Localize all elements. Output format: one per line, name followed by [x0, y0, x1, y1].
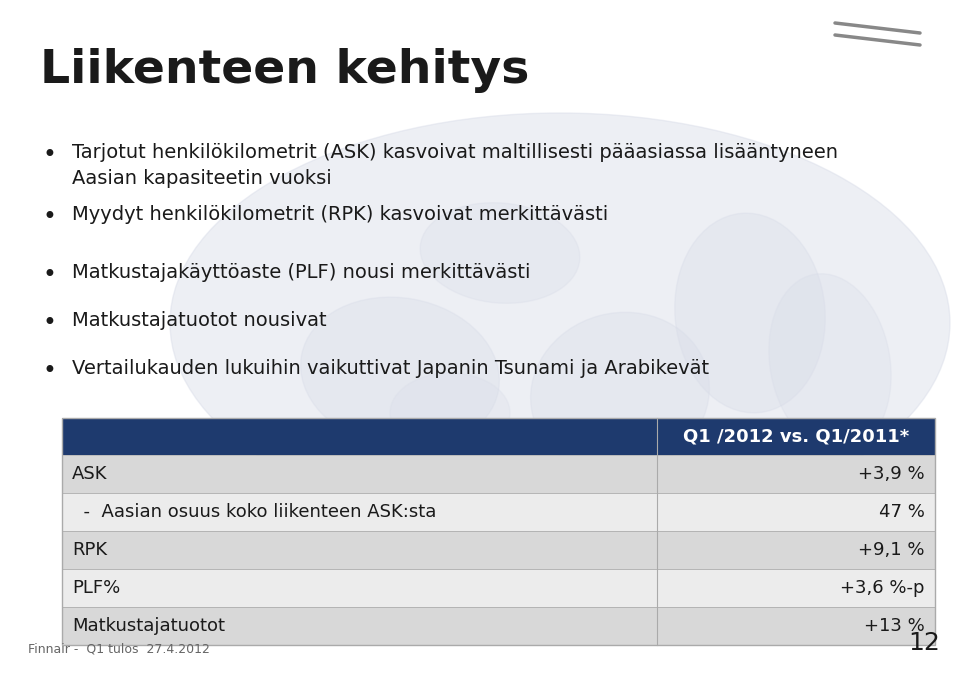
- Text: RPK: RPK: [72, 541, 108, 559]
- Ellipse shape: [300, 297, 499, 449]
- Text: Vertailukauden lukuihin vaikuttivat Japanin Tsunami ja Arabikevät: Vertailukauden lukuihin vaikuttivat Japa…: [72, 359, 709, 378]
- Bar: [657, 455, 935, 493]
- Bar: [62, 455, 657, 493]
- Text: •: •: [42, 311, 56, 335]
- Ellipse shape: [170, 113, 950, 533]
- Ellipse shape: [531, 312, 709, 474]
- Bar: [657, 569, 935, 607]
- Ellipse shape: [769, 274, 891, 452]
- Bar: [657, 531, 935, 569]
- Text: PLF%: PLF%: [72, 579, 120, 597]
- Text: •: •: [42, 205, 56, 229]
- Ellipse shape: [420, 203, 580, 304]
- Text: 47 %: 47 %: [879, 503, 925, 521]
- Text: +9,1 %: +9,1 %: [858, 541, 925, 559]
- Bar: [62, 569, 657, 607]
- Bar: [62, 607, 657, 645]
- Bar: [62, 418, 935, 645]
- Text: +3,9 %: +3,9 %: [858, 465, 925, 483]
- Text: •: •: [42, 359, 56, 383]
- Bar: [62, 531, 657, 569]
- Text: •: •: [42, 263, 56, 287]
- Text: -  Aasian osuus koko liikenteen ASK:sta: - Aasian osuus koko liikenteen ASK:sta: [72, 503, 437, 521]
- Text: ASK: ASK: [72, 465, 108, 483]
- Ellipse shape: [675, 213, 826, 413]
- Text: Finnair -  Q1 tulos  27.4.2012: Finnair - Q1 tulos 27.4.2012: [28, 642, 210, 655]
- Text: •: •: [42, 143, 56, 167]
- Bar: [657, 607, 935, 645]
- Ellipse shape: [390, 373, 510, 453]
- Text: 12: 12: [908, 631, 940, 655]
- Bar: [657, 493, 935, 531]
- Text: Q1 /2012 vs. Q1/2011*: Q1 /2012 vs. Q1/2011*: [683, 427, 909, 446]
- Text: Tarjotut henkilökilometrit (ASK) kasvoivat maltillisesti pääasiassa lisääntyneen: Tarjotut henkilökilometrit (ASK) kasvoiv…: [72, 143, 838, 188]
- Bar: [62, 418, 935, 455]
- Text: Liikenteen kehitys: Liikenteen kehitys: [40, 48, 529, 93]
- Text: Matkustajatuotot nousivat: Matkustajatuotot nousivat: [72, 311, 326, 330]
- Text: +3,6 %-p: +3,6 %-p: [841, 579, 925, 597]
- Bar: [62, 493, 657, 531]
- Text: Matkustajatuotot: Matkustajatuotot: [72, 617, 225, 635]
- Text: Myydyt henkilökilometrit (RPK) kasvoivat merkittävästi: Myydyt henkilökilometrit (RPK) kasvoivat…: [72, 205, 609, 224]
- Text: +13 %: +13 %: [864, 617, 925, 635]
- Text: Matkustajakäyttöaste (PLF) nousi merkittävästi: Matkustajakäyttöaste (PLF) nousi merkitt…: [72, 263, 531, 282]
